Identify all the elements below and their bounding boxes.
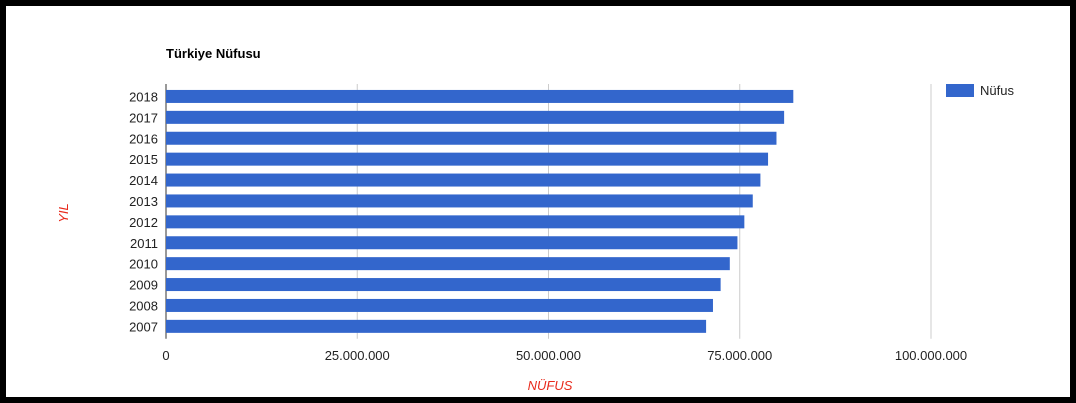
y-tick-label: 2014: [129, 173, 158, 188]
y-tick-label: 2016: [129, 131, 158, 146]
y-tick-label: 2017: [129, 110, 158, 125]
x-tick-label: 100.000.000: [895, 348, 967, 363]
y-tick-label: 2015: [129, 152, 158, 167]
bar-2009[interactable]: [166, 278, 721, 292]
legend[interactable]: Nüfus: [946, 83, 1014, 98]
x-tick-label: 75.000.000: [707, 348, 772, 363]
bar-2017[interactable]: [166, 110, 785, 124]
y-axis-title: YIL: [56, 203, 71, 223]
x-axis-title: NÜFUS: [528, 378, 573, 393]
y-tick-label: 2018: [129, 89, 158, 104]
y-tick-label: 2011: [130, 236, 158, 251]
legend-label: Nüfus: [980, 83, 1014, 98]
y-tick-label: 2013: [129, 194, 158, 209]
y-tick-label: 2010: [129, 257, 158, 272]
y-tick-label: 2008: [129, 298, 158, 313]
y-tick-label: 2009: [129, 278, 158, 293]
bars: [166, 89, 794, 333]
grid-lines: [165, 84, 932, 339]
bar-2012[interactable]: [166, 215, 745, 229]
legend-swatch: [946, 84, 974, 97]
x-tick-label: 25.000.000: [325, 348, 390, 363]
y-tick-label: 2012: [129, 215, 158, 230]
y-tick-labels: 2018 2017 2016 2015 2014 2013 2012 2011 2010 2009…: [129, 89, 158, 334]
bar-2014[interactable]: [166, 173, 761, 187]
bar-2018[interactable]: [166, 89, 794, 103]
bar-2010[interactable]: [166, 257, 730, 271]
bar-2016[interactable]: [166, 131, 777, 145]
bar-2007[interactable]: [166, 319, 707, 333]
bar-chart: Türkiye Nüfusu 2018201720162015201420132…: [56, 46, 1014, 393]
chart-title: Türkiye Nüfusu: [166, 46, 261, 61]
x-tick-label: 0: [162, 348, 169, 363]
bar-2011[interactable]: [166, 236, 738, 250]
bar-2008[interactable]: [166, 298, 713, 312]
x-tick-labels: 0 25.000.000 50.000.000 75.000.000 100.000.0…: [162, 348, 967, 363]
y-tick-label: 2007: [129, 319, 158, 334]
bar-2015[interactable]: [166, 152, 769, 166]
bar-2013[interactable]: [166, 194, 753, 208]
x-tick-label: 50.000.000: [516, 348, 581, 363]
